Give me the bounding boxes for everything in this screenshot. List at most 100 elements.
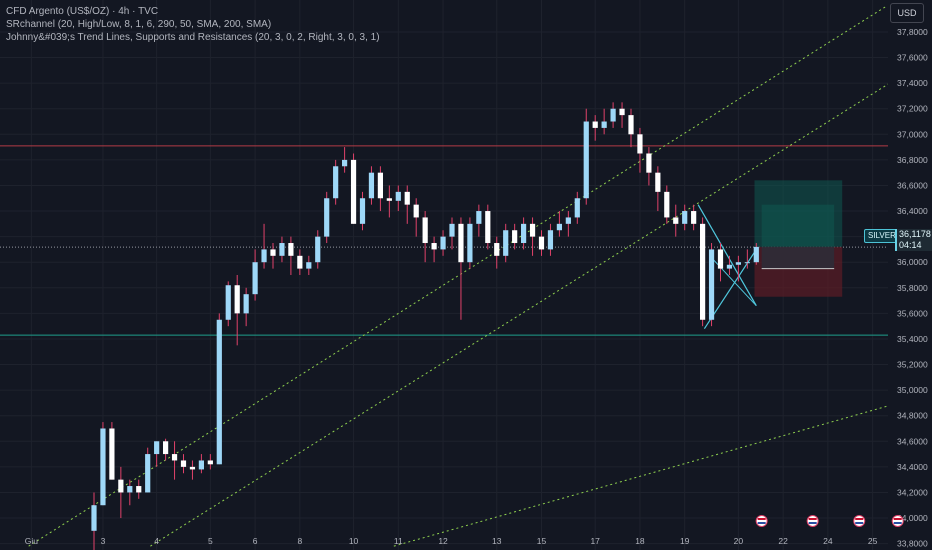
candle-series[interactable] [91,102,759,550]
candle-body[interactable] [458,223,464,263]
indicator-srchannel[interactable]: SRchannel (20, High/Low, 8, 1, 6, 290, 5… [6,19,272,30]
candle-body[interactable] [583,121,589,199]
time-axis[interactable]: Giu 3 4 5 6 8 10 11 12 13 15 17 18 19 20 22 24 25 [25,515,904,547]
candle-body[interactable] [198,460,204,470]
candle-body[interactable] [449,223,455,237]
price-axis[interactable]: 37,8000 37,6000 37,4000 37,2000 37,0000 36,80… [888,0,932,550]
candle-body[interactable] [154,441,160,455]
candle-body[interactable] [145,454,151,493]
candle-body[interactable] [646,153,652,173]
candle-body[interactable] [297,255,303,269]
candle-body[interactable] [744,262,750,264]
candle-body[interactable] [682,211,688,224]
candle-body[interactable] [386,198,392,201]
us-event-flag-icon[interactable] [853,515,866,527]
candle-body[interactable] [422,217,428,244]
candle-body[interactable] [315,236,321,263]
candle-body[interactable] [279,243,285,256]
time-tick-label: 15 [537,536,547,546]
candle-body[interactable] [189,466,196,470]
candle-body[interactable] [708,249,715,320]
candle-body[interactable] [601,121,607,128]
candle-body[interactable] [270,249,276,256]
candle-body[interactable] [368,172,375,199]
candle-body[interactable] [494,243,500,256]
candle-body[interactable] [100,428,106,506]
us-event-flag-icon[interactable] [891,515,904,527]
indicator-trendlines[interactable]: Johnny&#039;s Trend Lines, Supports and … [6,32,380,43]
candle-body[interactable] [359,198,366,224]
candle-body[interactable] [171,454,178,461]
currency-unit-button[interactable]: USD [890,3,924,23]
candle-body[interactable] [342,159,348,167]
time-tick-label: 13 [492,536,502,546]
candle-body[interactable] [610,108,616,122]
candle-body[interactable] [521,223,527,244]
price-tick-label: 37,8000 [897,27,928,37]
symbol-title[interactable]: CFD Argento (US$/OZ) · 4h · TVC [6,6,159,17]
candle-body[interactable] [512,230,518,244]
us-event-flag-icon[interactable] [755,515,768,527]
candle-body[interactable] [261,249,267,263]
chart-overlays [0,5,890,547]
candle-body[interactable] [306,262,312,269]
candle-body[interactable] [565,217,571,224]
candle-body[interactable] [673,217,679,224]
candle-body[interactable] [619,108,625,116]
candle-body[interactable] [691,211,697,224]
candle-body[interactable] [574,198,580,218]
time-tick-label: 17 [590,536,600,546]
candle-body[interactable] [637,134,643,154]
candle-body[interactable] [395,191,401,201]
candle-body[interactable] [109,428,115,480]
candle-body[interactable] [431,243,437,250]
candle-body[interactable] [234,285,240,314]
candle-body[interactable] [333,166,339,199]
candle-body[interactable] [127,486,133,493]
candle-body[interactable] [288,243,294,256]
candle-body[interactable] [243,294,249,314]
candle-body[interactable] [252,262,258,295]
candle-body[interactable] [225,285,231,320]
time-tick-label: 24 [823,536,833,546]
candle-body[interactable] [655,172,661,192]
price-tick-label: 36,4000 [897,206,928,216]
price-tick-label: 37,0000 [897,129,928,139]
candle-body[interactable] [717,249,724,269]
position-open-range [761,246,835,269]
candle-body[interactable] [503,230,509,256]
candle-body[interactable] [556,223,562,231]
candle-body[interactable] [91,505,97,531]
candle-body[interactable] [324,198,330,237]
candle-body[interactable] [440,236,446,250]
candle-body[interactable] [485,211,491,244]
candle-body[interactable] [350,159,357,224]
candle-body[interactable] [753,246,759,263]
us-event-flag-icon[interactable] [806,515,819,527]
candle-body[interactable] [538,236,545,250]
time-tick-label: 10 [349,536,359,546]
candle-body[interactable] [592,121,598,128]
candle-body[interactable] [413,204,419,218]
candle-body[interactable] [529,223,536,237]
candle-body[interactable] [118,479,124,493]
candle-body[interactable] [700,223,706,320]
candle-body[interactable] [735,262,741,265]
candle-body[interactable] [664,191,670,218]
candle-body[interactable] [476,211,482,224]
candle-body[interactable] [377,172,383,199]
candle-body[interactable] [207,460,213,465]
candle-body[interactable] [628,115,634,135]
candle-body[interactable] [180,460,187,467]
candle-body[interactable] [136,486,142,493]
candle-body[interactable] [547,230,554,250]
candle-body[interactable] [216,319,222,465]
candle-body[interactable] [467,223,473,263]
time-tick-label: 19 [680,536,690,546]
time-tick-label: 5 [208,536,213,546]
candle-body[interactable] [163,441,169,455]
us-event-flag-stripe [855,522,864,524]
candle-body[interactable] [726,264,733,269]
candle-body[interactable] [404,191,410,205]
